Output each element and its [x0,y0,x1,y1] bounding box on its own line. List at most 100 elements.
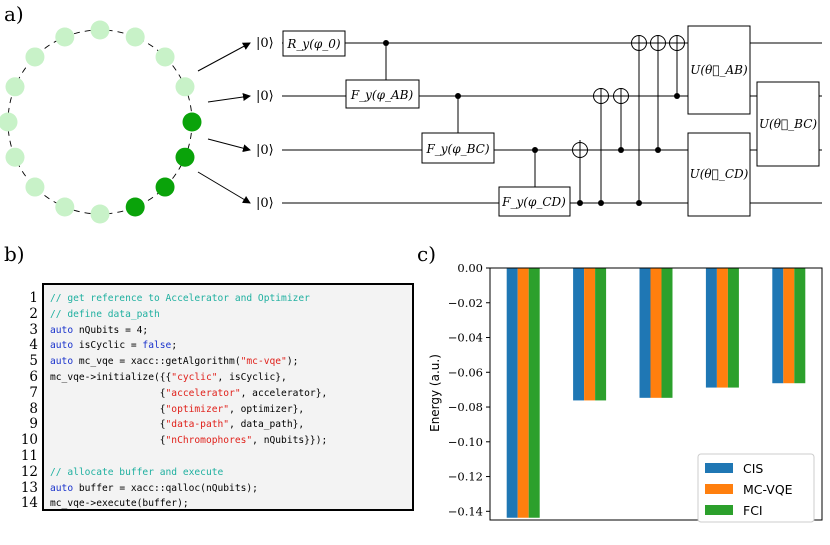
mapping-arrow-1 [197,42,251,72]
code-token-string: "cyclic" [171,371,218,383]
cnot-targets [572,35,685,158]
panel-label-c: c) [417,242,437,266]
chart-legend: CIS MC-VQE FCI [697,453,815,523]
y-tick-label: −0.02 [448,296,483,310]
chromophore-node [175,77,195,97]
chromophore-node [25,177,45,197]
line-number: 3 [29,321,38,338]
u-bc-gate-label: U(θ⃗_BC) [759,117,817,131]
chromophore-node [90,20,110,40]
chromophore-node [55,197,75,217]
code-token-plain: mc_vqe->execute(buffer); [50,498,189,510]
code-token-keyword: false [142,340,172,352]
code-line: mc_vqe->execute(buffer); [50,496,327,512]
code-token-plain: { [50,419,166,431]
chromophore-ring [0,20,202,224]
code-token-plain: nQubits = 4; [73,324,149,336]
code-token-plain: { [50,403,166,415]
line-number: 1 [29,290,38,306]
mapping-arrow-4 [197,171,251,204]
qubit-label-0: |0⟩ [256,36,274,51]
fy-cd-gate-label: F_y(φ_CD) [501,195,566,209]
mapping-arrow-2 [207,93,251,103]
bar-cis [573,268,585,401]
legend-swatch [705,484,733,494]
chromophore-node [125,27,145,47]
y-tick-label: −0.14 [448,504,483,518]
chromophore-node [0,112,18,132]
code-line: auto buffer = xacc::qalloc(nQubits); [50,481,327,497]
energy-bar-chart: 0.00−0.02−0.04−0.06−0.08−0.10−0.12−0.14 … [428,261,823,523]
ry-gate-label: R_y(φ_0) [286,37,341,51]
line-number: 12 [20,463,38,480]
line-number: 10 [20,432,38,449]
fy-cd-gate [498,186,571,217]
chromophore-node [55,27,75,47]
y-tick-label: −0.08 [448,400,483,414]
chromophore-node [25,47,45,67]
line-number: 13 [20,479,38,496]
code-token-string: "mc-vqe" [240,356,287,368]
chromophore-node [5,77,25,97]
code-token-plain: buffer = xacc::qalloc(nQubits); [73,482,258,494]
active-chromophore-node [125,197,145,217]
line-number: 9 [29,416,38,433]
code-line: // allocate buffer and execute [50,465,327,481]
code-line: {"data-path", data_path}, [50,417,327,433]
code-token-comment: // define data_path [50,308,160,320]
u-bc-gate [756,81,820,167]
control-dots [383,40,680,206]
bar-mc-vqe [584,268,596,401]
code-token-string: "accelerator" [165,387,241,399]
panel-label-a: a) [4,2,24,26]
ry-gate [282,30,346,57]
code-token-plain: , nQubits}}); [252,435,328,447]
code-token-comment: // allocate buffer and execute [50,466,224,478]
active-chromophore-node [155,177,175,197]
code-token-plain: ; [171,340,178,352]
active-chromophore-node [182,112,202,132]
code-token-string: "nChromophores" [165,435,253,447]
line-number: 14 [20,495,38,512]
code-token-plain: , isCyclic}, [217,371,287,383]
active-chromophore-node [175,147,195,167]
y-tick-label: −0.06 [448,365,483,379]
code-line: auto nQubits = 4; [50,323,327,339]
code-line: mc_vqe->initialize({{"cyclic", isCyclic}… [50,370,327,386]
line-number: 5 [29,353,38,370]
bar-mc-vqe [716,268,728,388]
qubit-label-1: |0⟩ [256,89,274,104]
code-token-plain: , accelerator}, [240,387,328,399]
bar-cis [639,268,651,398]
qubit-label-2: |0⟩ [256,143,274,158]
code-token-keyword: auto [50,356,74,368]
code-token-keyword: auto [50,340,74,352]
fy-bc-gate-label: F_y(φ_BC) [425,142,489,156]
bar-mc-vqe [783,268,795,384]
code-line: // get reference to Accelerator and Opti… [50,291,327,307]
fy-bc-gate [421,132,495,164]
y-tick-label: −0.10 [448,435,483,449]
chromophore-node [155,47,175,67]
bar-mc-vqe [650,268,662,398]
fy-ab-gate-label: F_y(φ_AB) [350,88,414,102]
plot-frame [489,267,823,521]
code-line [50,449,327,465]
code-token-plain: mc_vqe = xacc::getAlgorithm( [73,356,241,368]
legend-swatch [705,505,733,515]
code-token-string: "optimizer" [165,403,230,415]
code-listing: // get reference to Accelerator and Opti… [50,291,327,512]
code-line: auto isCyclic = false; [50,338,327,354]
fy-ab-gate [345,79,420,109]
code-token-keyword: auto [50,324,74,336]
control-lines [385,35,678,203]
bar-cis [506,268,518,518]
code-token-keyword: auto [50,482,74,494]
code-token-plain: , optimizer}, [229,403,305,415]
code-token-plain: { [50,435,166,447]
code-token-comment: // get reference to Accelerator and Opti… [50,293,310,304]
legend-label: FCI [743,503,763,518]
legend-label: CIS [743,461,763,476]
line-number: 7 [29,384,38,401]
code-token-plain: isCyclic = [73,340,143,352]
